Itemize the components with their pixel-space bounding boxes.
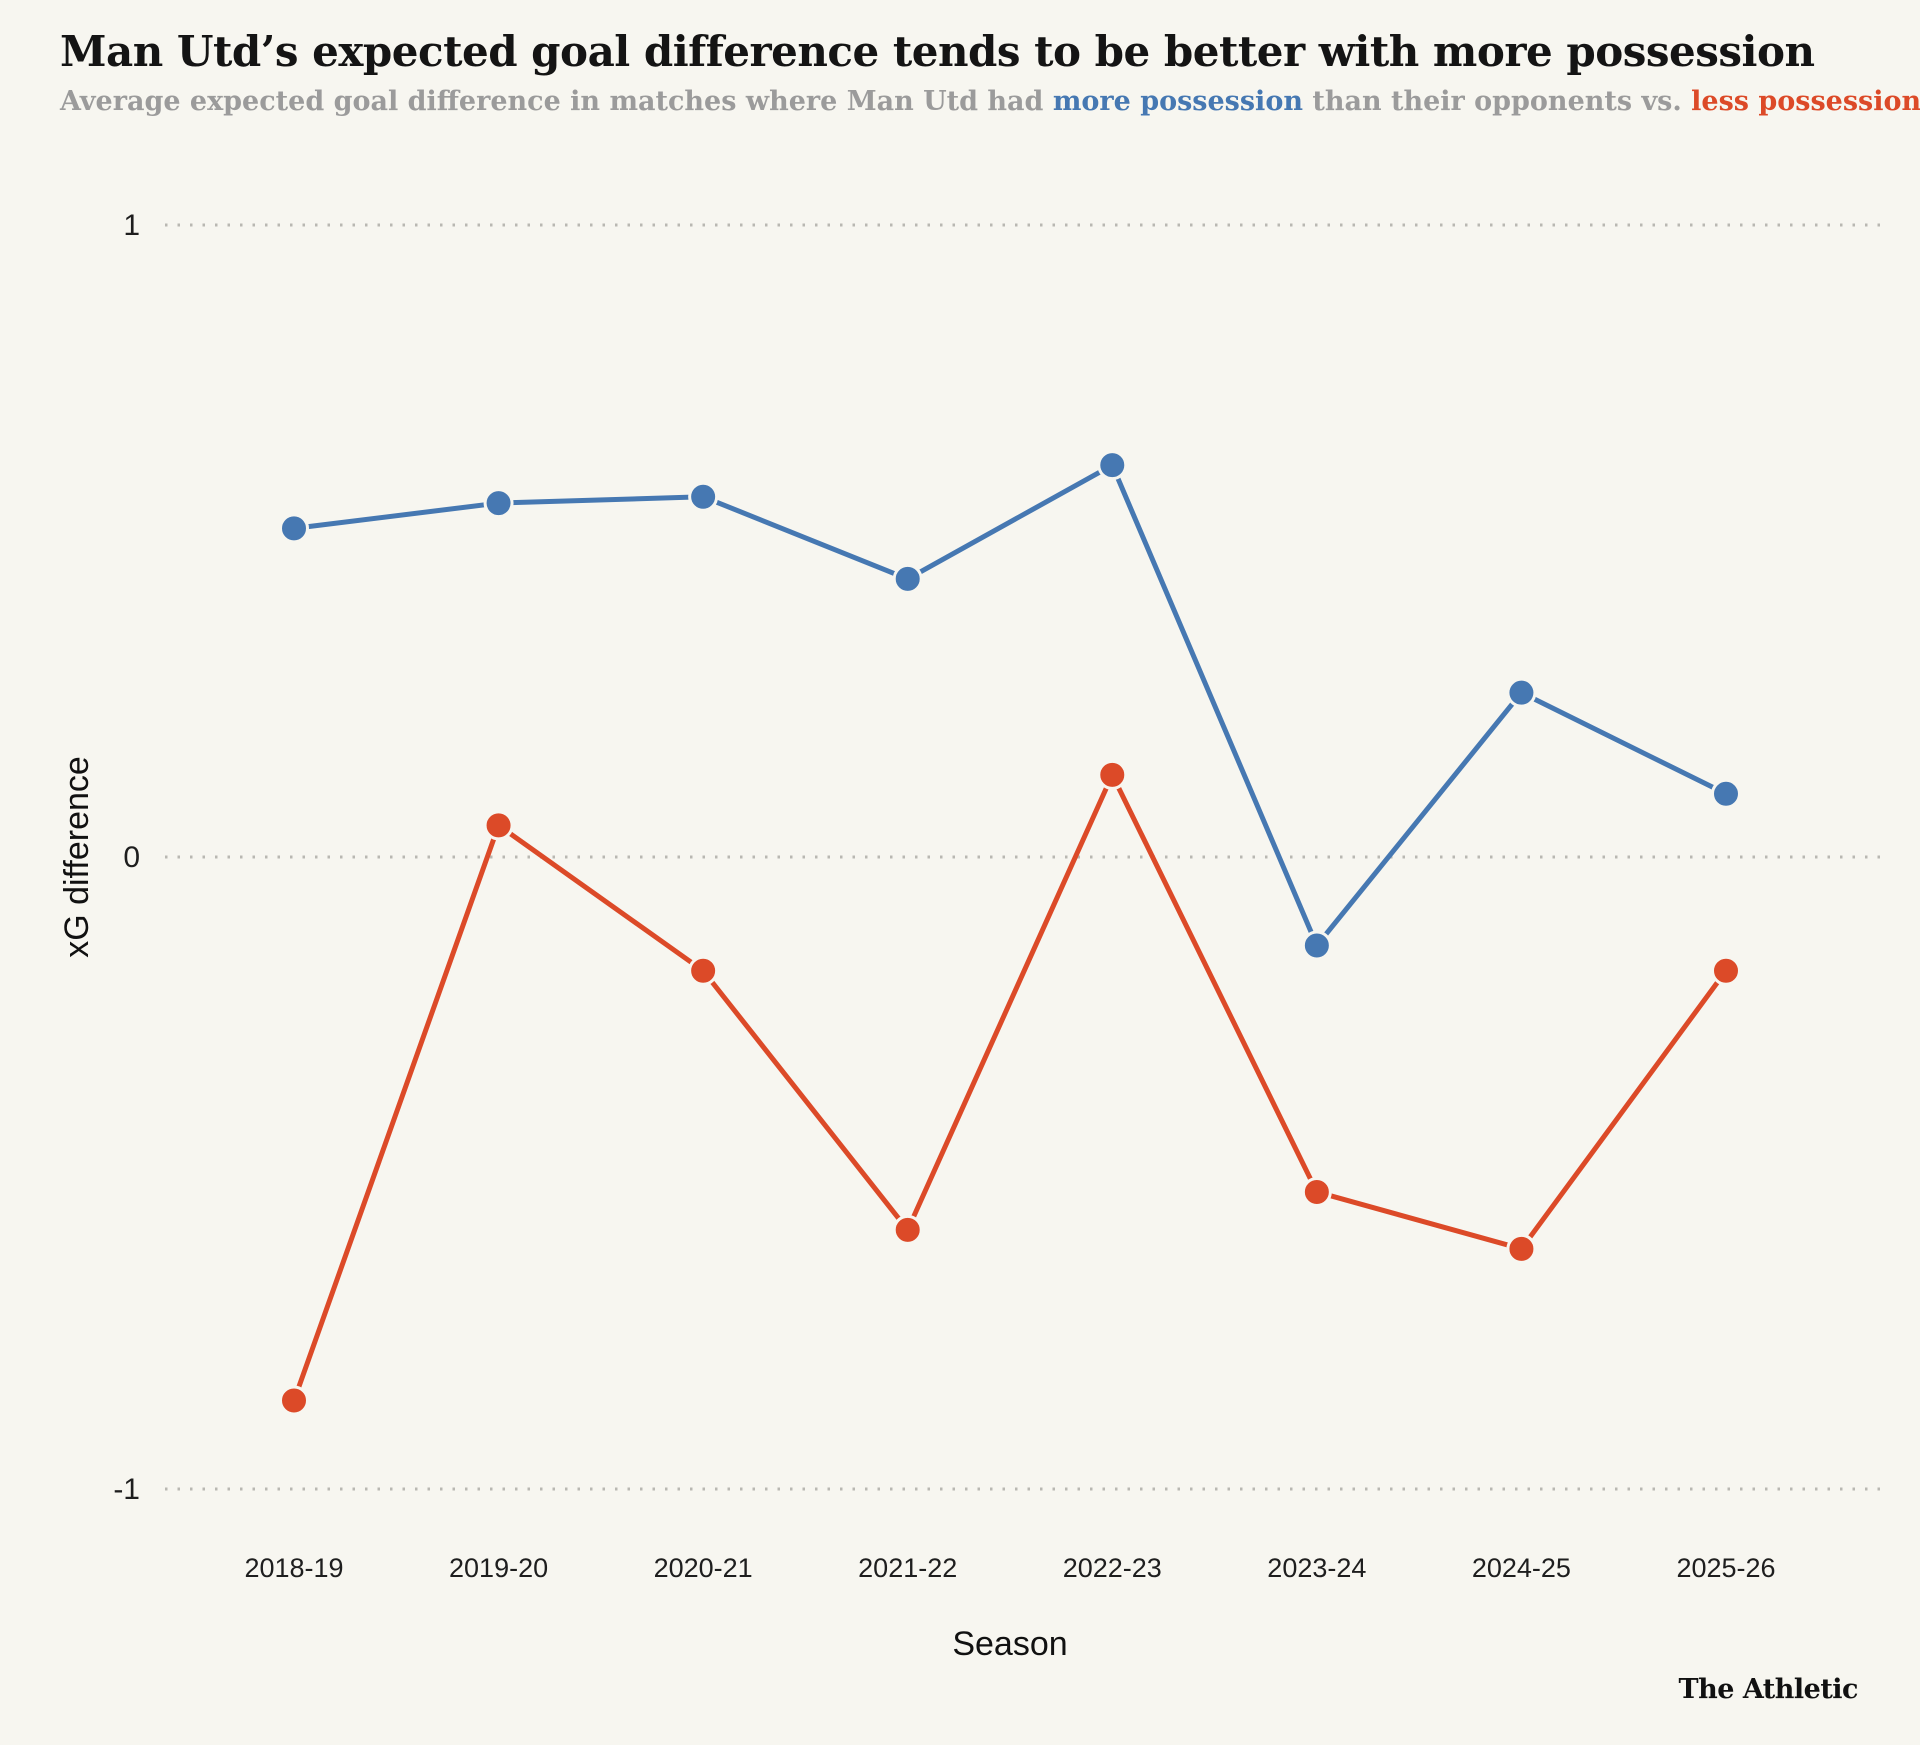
series-line-less-possession <box>291 772 1729 1404</box>
data-point-more-possession-2022-23 <box>1097 450 1128 481</box>
subtitle-prefix: Average expected goal difference in matc… <box>60 86 1053 118</box>
data-point-more-possession-2021-22 <box>892 563 923 594</box>
y-tick-label-1: 1 <box>123 209 140 242</box>
x-tick-label-2022-23: 2022-23 <box>1063 1553 1162 1583</box>
data-point-more-possession-2019-20 <box>483 488 514 519</box>
x-tick-label-2025-26: 2025-26 <box>1676 1553 1775 1583</box>
data-point-less-possession-2019-20 <box>483 810 514 841</box>
data-point-less-possession-2023-24 <box>1301 1176 1332 1207</box>
legend-less-possession: less possession <box>1691 86 1920 118</box>
x-tick-label-2020-21: 2020-21 <box>654 1553 753 1583</box>
subtitle-middle: than their opponents vs. <box>1302 86 1692 118</box>
data-point-less-possession-2021-22 <box>892 1214 923 1245</box>
data-point-more-possession-2025-26 <box>1710 778 1741 809</box>
data-point-more-possession-2024-25 <box>1506 677 1537 708</box>
chart-header: Man Utd’s expected goal difference tends… <box>60 27 1920 118</box>
data-point-less-possession-2022-23 <box>1097 759 1128 790</box>
data-point-more-possession-2018-19 <box>279 513 309 544</box>
series-line-more-possession <box>291 462 1729 948</box>
chart-title: Man Utd’s expected goal difference tends… <box>60 27 1815 76</box>
y-tick-label-0: 0 <box>123 841 140 874</box>
x-tick-label-2023-24: 2023-24 <box>1267 1553 1366 1583</box>
y-tick-label--1: -1 <box>113 1473 140 1506</box>
chart-subtitle: Average expected goal difference in matc… <box>60 86 1920 118</box>
publisher-wordmark: The Athletic <box>1678 1674 1859 1705</box>
y-axis-title: xG difference <box>58 756 96 958</box>
data-point-less-possession-2025-26 <box>1710 955 1741 986</box>
x-tick-label-2024-25: 2024-25 <box>1472 1553 1571 1583</box>
data-point-more-possession-2023-24 <box>1301 930 1332 961</box>
data-point-less-possession-2024-25 <box>1506 1233 1537 1264</box>
data-point-less-possession-2020-21 <box>688 955 719 986</box>
data-point-less-possession-2018-19 <box>279 1385 309 1416</box>
data-point-more-possession-2020-21 <box>688 481 719 512</box>
x-tick-label-2021-22: 2021-22 <box>858 1553 957 1583</box>
legend-more-possession: more possession <box>1052 86 1303 118</box>
x-tick-label-2019-20: 2019-20 <box>449 1553 548 1583</box>
x-tick-label-2018-19: 2018-19 <box>244 1553 343 1583</box>
x-axis-title: Season <box>952 1625 1067 1663</box>
